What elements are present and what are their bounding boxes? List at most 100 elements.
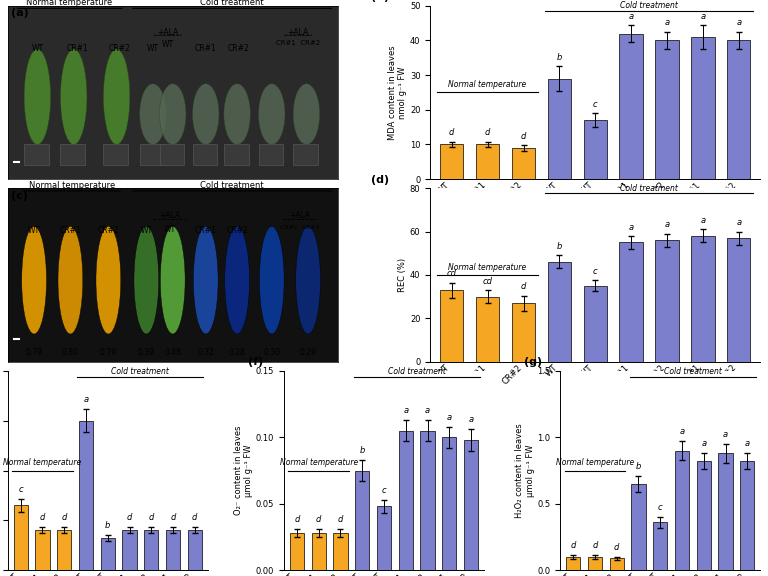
Text: Normal temperature: Normal temperature [3, 457, 81, 467]
Bar [511, 303, 535, 362]
Bar [588, 557, 602, 570]
Text: CR#2: CR#2 [98, 226, 119, 236]
Text: CR#1  CR#2: CR#1 CR#2 [276, 40, 320, 47]
Bar [653, 522, 667, 570]
Text: d: d [294, 515, 300, 524]
Bar [160, 145, 184, 165]
Bar [440, 290, 463, 362]
Bar [620, 33, 643, 179]
Bar [377, 506, 391, 570]
Text: Cold treatment: Cold treatment [664, 367, 722, 376]
Text: a: a [700, 216, 706, 225]
Text: a: a [700, 12, 706, 21]
Bar [566, 557, 581, 570]
Text: WT: WT [141, 226, 152, 236]
Bar [79, 420, 93, 570]
Ellipse shape [296, 226, 320, 334]
Bar [35, 530, 50, 570]
Bar [61, 145, 85, 165]
Ellipse shape [293, 84, 319, 145]
Ellipse shape [24, 49, 51, 145]
Text: c: c [18, 485, 23, 494]
Text: d: d [316, 515, 322, 524]
Bar [631, 484, 646, 570]
Text: c: c [593, 100, 598, 109]
Bar [620, 242, 643, 362]
Ellipse shape [259, 84, 285, 145]
Text: 0.79: 0.79 [100, 348, 117, 357]
Text: WT: WT [28, 226, 40, 236]
Text: a: a [628, 223, 634, 232]
Text: a: a [680, 427, 684, 436]
Ellipse shape [58, 226, 83, 334]
Text: d: d [592, 541, 598, 550]
Text: a: a [701, 439, 707, 448]
Text: d: d [521, 282, 526, 291]
Bar [691, 37, 714, 179]
Text: WT: WT [164, 225, 176, 234]
Text: (d): (d) [371, 175, 389, 185]
Text: a: a [425, 406, 430, 415]
Ellipse shape [194, 226, 218, 334]
Ellipse shape [134, 226, 159, 334]
Text: b: b [105, 521, 111, 530]
Text: 0.79: 0.79 [25, 348, 42, 357]
Text: b: b [359, 446, 365, 455]
Bar [697, 461, 711, 570]
Text: Normal temperature: Normal temperature [25, 0, 112, 7]
Text: 0.39: 0.39 [137, 348, 155, 357]
Bar [727, 40, 750, 179]
Bar [14, 505, 28, 570]
Y-axis label: MDA content in leaves
nmol g⁻¹ FW: MDA content in leaves nmol g⁻¹ FW [388, 45, 407, 140]
Bar [727, 238, 750, 362]
Text: 0.32: 0.32 [197, 348, 214, 357]
Text: a: a [737, 18, 741, 28]
Bar [511, 148, 535, 179]
Text: c: c [382, 486, 386, 495]
Text: WT: WT [162, 40, 174, 50]
Text: d: d [571, 541, 576, 550]
Text: d: d [192, 513, 197, 522]
Bar [140, 145, 164, 165]
Text: d: d [449, 128, 455, 138]
Text: CR#1: CR#1 [195, 226, 217, 236]
Bar [610, 558, 624, 570]
Bar [476, 145, 499, 179]
Bar [24, 145, 49, 165]
Ellipse shape [260, 226, 284, 334]
Text: 0.48: 0.48 [164, 348, 181, 357]
Text: Cold treatment: Cold treatment [620, 184, 678, 192]
Text: Normal temperature: Normal temperature [280, 457, 358, 467]
Text: Normal temperature: Normal temperature [449, 263, 527, 271]
Text: d: d [170, 513, 176, 522]
Text: b: b [557, 242, 562, 251]
Ellipse shape [22, 226, 47, 334]
Text: a: a [664, 18, 670, 28]
Bar [675, 450, 689, 570]
Bar [312, 533, 326, 570]
Text: a: a [745, 439, 750, 448]
Bar [122, 530, 137, 570]
Text: +ALA: +ALA [290, 211, 310, 220]
Bar [691, 236, 714, 362]
Bar [440, 145, 463, 179]
Bar [57, 530, 71, 570]
Text: d: d [485, 128, 490, 138]
Text: a: a [84, 396, 88, 404]
Text: CR#1  CR#2: CR#1 CR#2 [280, 225, 319, 230]
Y-axis label: O₂⁻ content in leaves
μmol g⁻¹ FW: O₂⁻ content in leaves μmol g⁻¹ FW [233, 426, 253, 516]
Bar [224, 145, 249, 165]
Bar [584, 286, 607, 362]
Text: CR#2: CR#2 [227, 226, 248, 236]
Text: a: a [628, 12, 634, 21]
Text: d: d [521, 132, 526, 141]
Text: cd: cd [447, 269, 457, 278]
Bar [655, 240, 679, 362]
Text: +ALA: +ALA [287, 28, 309, 37]
Text: d: d [127, 513, 132, 522]
Y-axis label: H₂O₂ content in leaves
μmol g⁻¹ FW: H₂O₂ content in leaves μmol g⁻¹ FW [515, 423, 535, 518]
Ellipse shape [225, 226, 250, 334]
Text: CR#2: CR#2 [228, 44, 250, 53]
Text: Cold treatment: Cold treatment [200, 0, 264, 7]
Text: Cold treatment: Cold treatment [111, 367, 169, 376]
